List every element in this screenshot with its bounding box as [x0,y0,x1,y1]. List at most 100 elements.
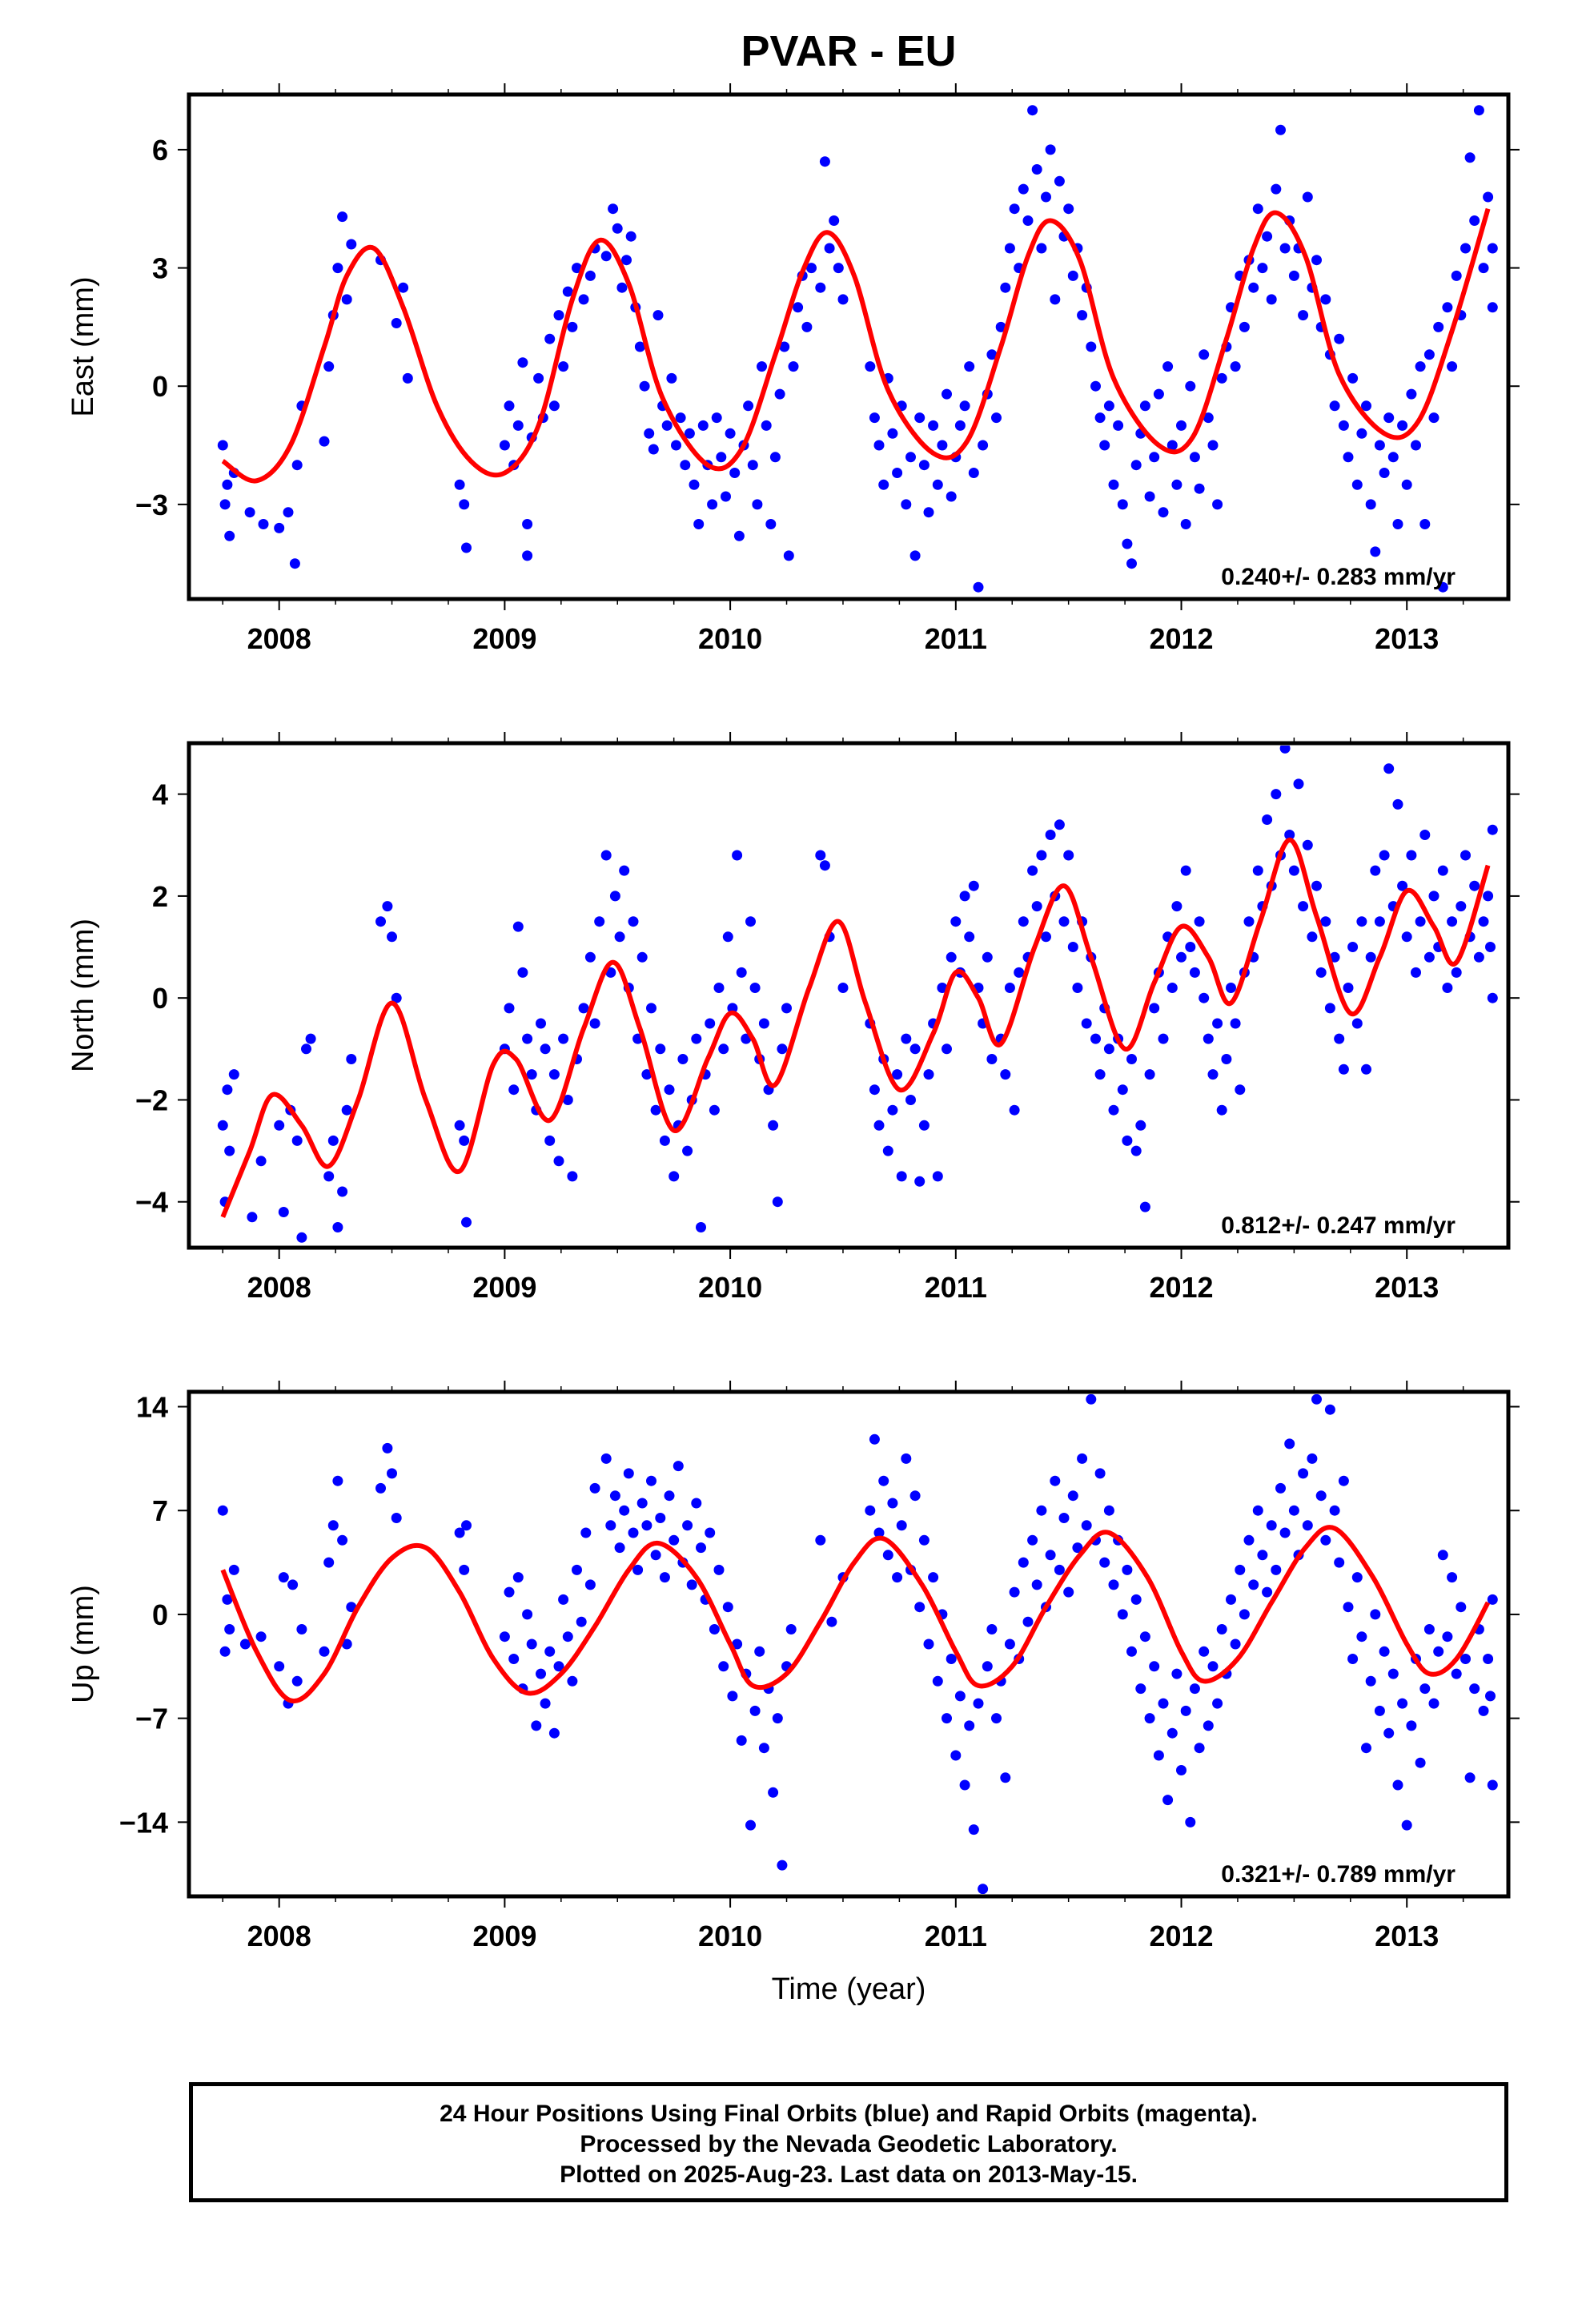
east-data-point [1248,282,1259,293]
up-data-point [572,1564,582,1575]
north-data-point [1485,942,1496,952]
east-data-point [616,282,628,293]
north-data-point [1379,850,1390,861]
up-data-point [1144,1713,1155,1724]
north-data-point [553,1156,564,1167]
east-data-point [932,479,943,490]
north-data-layer [217,746,1498,1243]
east-data-point [666,372,677,384]
east-data-point [1451,270,1462,281]
east-data-point [402,372,413,384]
up-data-point [1149,1661,1160,1672]
north-data-point [224,1145,235,1156]
north-data-point [1122,1135,1133,1146]
north-data-point [1307,931,1318,943]
up-data-point [1334,1557,1345,1568]
east-data-point [1401,479,1412,490]
east-data-point [1392,519,1403,529]
north-data-point [382,901,393,912]
east-data-point [1094,412,1106,424]
up-data-point [736,1735,747,1746]
north-data-point [682,1145,693,1156]
north-data-point [1144,1069,1155,1080]
north-data-point [1103,1043,1114,1055]
up-data-point [512,1572,524,1583]
north-data-point [332,1222,343,1232]
north-data-point [1166,983,1178,993]
east-data-point [837,294,849,305]
east-data-point [1139,400,1150,412]
north-data-point [837,983,849,993]
east-data-point [829,215,840,226]
up-data-point [580,1527,592,1538]
east-data-point [1203,412,1214,424]
north-data-point [1252,865,1263,876]
north-data-point [1058,916,1070,927]
north-data-point [1135,1120,1146,1131]
up-data-point [628,1527,639,1538]
up-data-point [1478,1705,1489,1716]
up-y-tick-label: 7 [152,1494,168,1527]
north-data-point [1447,916,1458,927]
up-data-point [1199,1646,1210,1657]
up-data-point [1266,1520,1277,1531]
north-data-point [341,1104,352,1116]
up-data-point [1235,1564,1246,1575]
north-data-point [959,891,970,902]
north-data-point [887,1104,898,1116]
east-data-point [716,452,727,463]
up-data-point [636,1498,648,1509]
north-data-point [873,1120,885,1131]
east-data-point [621,255,632,266]
north-data-point [932,1171,943,1182]
up-data-point [526,1638,537,1650]
up-data-point [1392,1779,1403,1791]
east-data-point [346,239,357,250]
east-data-point [562,286,573,297]
up-data-point [1379,1646,1390,1657]
up-data-point [1262,1586,1273,1598]
east-data-point [1239,321,1250,332]
north-data-point [905,1095,916,1105]
up-panel: 2008 2009 2010 2011 2012 2013 −14 −7 0 7 14 Up (mm)… [66,1381,1520,2006]
east-data-point [1302,191,1313,203]
up-data-point [1324,1404,1335,1415]
up-data-point [375,1482,386,1494]
up-data-point [508,1654,520,1664]
up-data-point [942,1713,952,1724]
north-data-point [705,1018,716,1029]
east-data-point [1271,183,1282,195]
east-data-point [222,479,233,490]
east-y-tick-label: 3 [152,252,168,285]
north-data-point [1117,1084,1128,1096]
north-data-point [1226,983,1236,993]
up-data-point [1351,1572,1363,1583]
north-data-point [1456,901,1467,912]
east-data-point [1117,499,1128,510]
east-data-point [244,507,255,518]
east-x-tick-label: 2009 [472,622,536,655]
up-y-tick-label: −7 [135,1703,168,1735]
up-data-point [1126,1646,1137,1657]
up-data-point [932,1675,943,1687]
east-data-point [323,361,335,372]
north-data-point [1451,967,1462,978]
north-data-point [722,931,733,943]
up-data-point [278,1572,289,1583]
north-data-point [964,931,975,943]
east-data-point [1347,372,1359,384]
up-data-point [982,1661,993,1672]
up-data-point [1257,1550,1268,1561]
east-data-point [1411,440,1421,451]
north-data-point [1199,992,1210,1003]
north-data-point [1411,967,1421,978]
north-data-point [600,850,612,861]
north-data-point [650,1104,661,1116]
up-data-point [901,1453,912,1464]
east-y-axis-label: East (mm) [66,276,100,416]
north-data-point [1000,1069,1011,1080]
up-plot-frame [187,1389,1511,1899]
north-data-point [1338,1063,1349,1075]
north-plot-frame [187,741,1511,1250]
